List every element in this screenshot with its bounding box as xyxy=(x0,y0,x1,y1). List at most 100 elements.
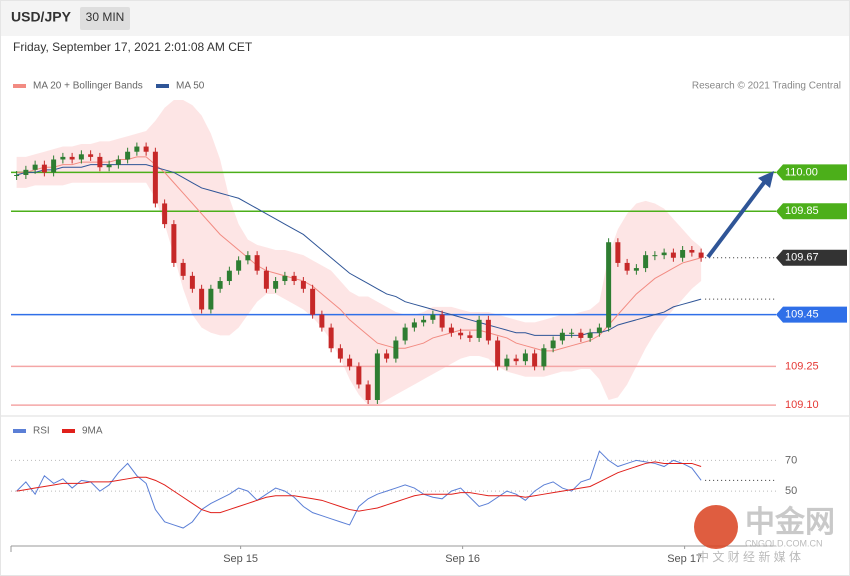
legend-swatch xyxy=(13,84,26,88)
candle xyxy=(504,358,510,367)
watermark-slogan: 中 文 财 经 新 媒 体 xyxy=(697,549,801,564)
watermark-logo-icon xyxy=(694,505,738,549)
level-label: 109.10 xyxy=(785,399,819,411)
candle xyxy=(439,314,445,328)
candle xyxy=(569,332,575,334)
candle xyxy=(411,322,417,328)
candle xyxy=(328,327,334,349)
level-box xyxy=(776,306,847,323)
plot: 110.00 109.85 109.67 109.45 109.25 109.10 Sep … xyxy=(11,81,847,565)
candle xyxy=(217,281,223,289)
legend-label: RSI xyxy=(33,426,50,437)
candle xyxy=(171,224,177,263)
bollinger-band xyxy=(16,100,702,406)
forecast-arrow-head xyxy=(758,171,774,188)
candle xyxy=(652,255,658,257)
y-tick-label: 70 xyxy=(785,454,797,466)
candle xyxy=(319,314,325,328)
candle xyxy=(633,268,639,271)
candle xyxy=(522,353,528,362)
symbol: USD/JPY xyxy=(11,9,72,25)
credit: Research © 2021 Trading Central xyxy=(692,81,841,92)
candle xyxy=(143,146,149,152)
candle xyxy=(245,255,251,261)
legend-swatch xyxy=(156,84,169,88)
candle xyxy=(606,242,612,328)
candle xyxy=(559,332,565,341)
indicator-line xyxy=(16,450,702,529)
candle xyxy=(587,332,593,338)
watermark-logo: 中金网 xyxy=(745,505,835,539)
candle xyxy=(513,358,519,362)
candle xyxy=(78,154,84,160)
candle xyxy=(541,348,547,367)
y-tick-label: 50 xyxy=(785,485,797,497)
candle xyxy=(374,353,380,400)
ma20-line xyxy=(16,156,702,352)
candle xyxy=(291,275,297,282)
interval-badge xyxy=(80,7,130,30)
candle xyxy=(356,366,362,385)
candle xyxy=(532,353,538,367)
x-tick-label: Sep 15 xyxy=(223,553,258,565)
candle xyxy=(421,319,427,323)
legend-label: MA 50 xyxy=(176,81,205,92)
candle xyxy=(282,275,288,282)
candle xyxy=(125,151,131,160)
candle xyxy=(476,319,482,338)
candle xyxy=(680,249,686,258)
candle xyxy=(69,156,75,160)
timestamp: Friday, September 17, 2021 2:01:08 AM CE… xyxy=(13,40,253,54)
level-label: 110.00 xyxy=(785,166,818,178)
candle xyxy=(180,262,186,276)
legend-swatch xyxy=(13,429,26,433)
candle xyxy=(273,281,279,289)
candle xyxy=(263,270,269,289)
candle xyxy=(430,314,436,320)
candle xyxy=(152,151,158,204)
candle xyxy=(14,174,20,176)
candle xyxy=(106,164,112,168)
candle xyxy=(448,327,454,333)
candle xyxy=(467,335,473,338)
interval: 30 MIN xyxy=(86,10,125,24)
candle xyxy=(365,384,371,400)
candle xyxy=(208,288,214,310)
candle xyxy=(698,252,704,258)
candle xyxy=(115,159,121,165)
watermark-site: CNGOLD.COM.CN xyxy=(745,538,823,548)
candle xyxy=(458,332,464,336)
candle xyxy=(337,348,343,359)
candle xyxy=(485,319,491,341)
candle xyxy=(393,340,399,359)
candle xyxy=(199,288,205,310)
level-label: 109.25 xyxy=(785,360,819,372)
candle xyxy=(23,169,29,175)
legend-label: MA 20 + Bollinger Bands xyxy=(33,81,143,92)
level-box xyxy=(776,249,847,266)
candle xyxy=(300,281,306,289)
candle xyxy=(689,249,695,253)
candle xyxy=(661,252,667,256)
candle xyxy=(596,327,602,333)
candle xyxy=(88,154,94,157)
level-box xyxy=(776,203,847,220)
candle xyxy=(670,252,676,258)
candle xyxy=(402,327,408,341)
level-box xyxy=(776,164,847,181)
candle xyxy=(615,242,621,263)
candle xyxy=(310,288,316,315)
candle xyxy=(624,262,630,271)
legend-label: 9MA xyxy=(82,426,103,437)
candle xyxy=(41,164,47,173)
candle xyxy=(226,270,232,282)
candle xyxy=(643,255,649,269)
candle xyxy=(578,332,584,338)
candle xyxy=(347,358,353,367)
level-label: 109.85 xyxy=(785,205,819,217)
candle xyxy=(254,255,260,271)
candle xyxy=(550,340,556,349)
level-label: 109.67 xyxy=(785,252,819,264)
candle xyxy=(32,164,38,170)
